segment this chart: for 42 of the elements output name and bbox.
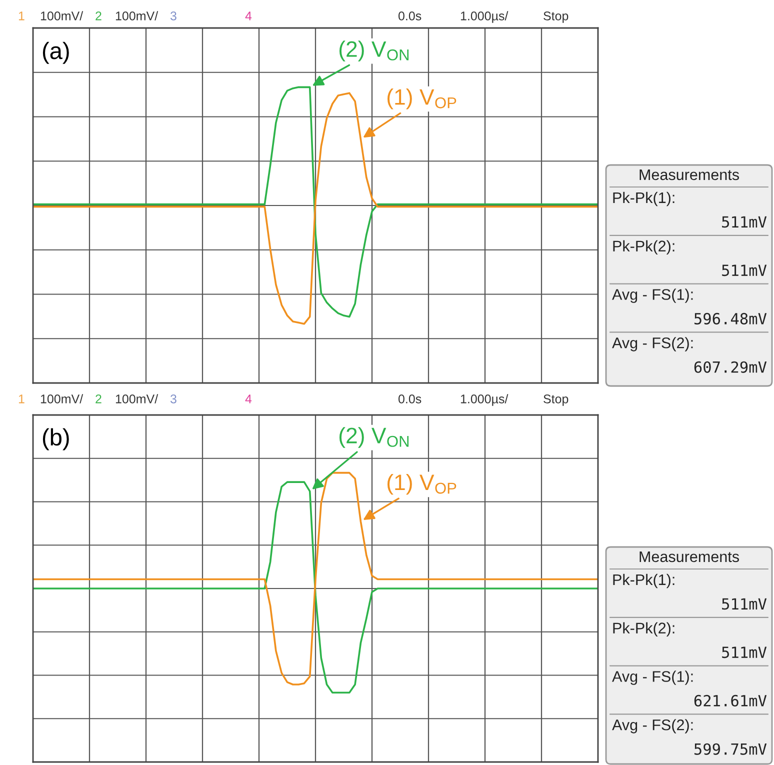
text: 1.000µs/ <box>460 11 508 23</box>
text: Pk-Pk(2): <box>613 240 674 255</box>
text: 511mV <box>722 598 767 610</box>
text: (b) <box>42 428 69 450</box>
text: 511mV <box>722 646 767 658</box>
text: 511mV <box>722 264 767 276</box>
text: 4 <box>245 394 252 404</box>
text: 599.75mV <box>694 743 767 755</box>
series-label: (1) V$_{OP}$ <box>388 88 456 110</box>
text: 607.29mV <box>694 361 767 373</box>
text: 1 <box>18 394 24 404</box>
text: Pk-Pk(2): <box>613 622 674 637</box>
text: 1.000µs/ <box>460 394 508 406</box>
text: Avg - FS(1): <box>612 288 693 303</box>
text: Pk-Pk(1): <box>613 574 674 588</box>
text: 4 <box>245 12 252 20</box>
text: Measurements <box>640 551 739 562</box>
text: 2 <box>96 12 102 20</box>
text: Stop <box>544 394 568 406</box>
text: 3 <box>170 12 176 20</box>
text: (a) <box>42 42 69 64</box>
text: 3 <box>170 394 176 404</box>
text: 511mV <box>722 216 767 228</box>
text: 100mV/ <box>116 11 158 20</box>
text: 100mV/ <box>40 394 84 404</box>
text: 100mV/ <box>40 11 84 20</box>
text: Avg - FS(2): <box>612 719 693 734</box>
text: (2) V$_{ON}$ <box>339 427 409 448</box>
text: Pk-Pk(1): <box>613 192 674 206</box>
series-label: (1) V$_{OP}$ <box>388 474 456 495</box>
text: Avg - FS(1): <box>612 670 693 685</box>
text: 0.0s <box>398 12 422 20</box>
text: 596.48mV <box>694 312 767 324</box>
text: 0.0s <box>398 394 422 404</box>
text: 100mV/ <box>116 394 158 404</box>
text: Stop <box>544 12 568 23</box>
text: 1 <box>18 12 24 20</box>
series-label: (2) V$_{ON}$ <box>339 40 409 62</box>
text: Measurements <box>640 169 739 180</box>
text: Avg - FS(2): <box>612 337 693 352</box>
text: 621.61mV <box>694 694 767 706</box>
text: 2 <box>96 394 102 404</box>
